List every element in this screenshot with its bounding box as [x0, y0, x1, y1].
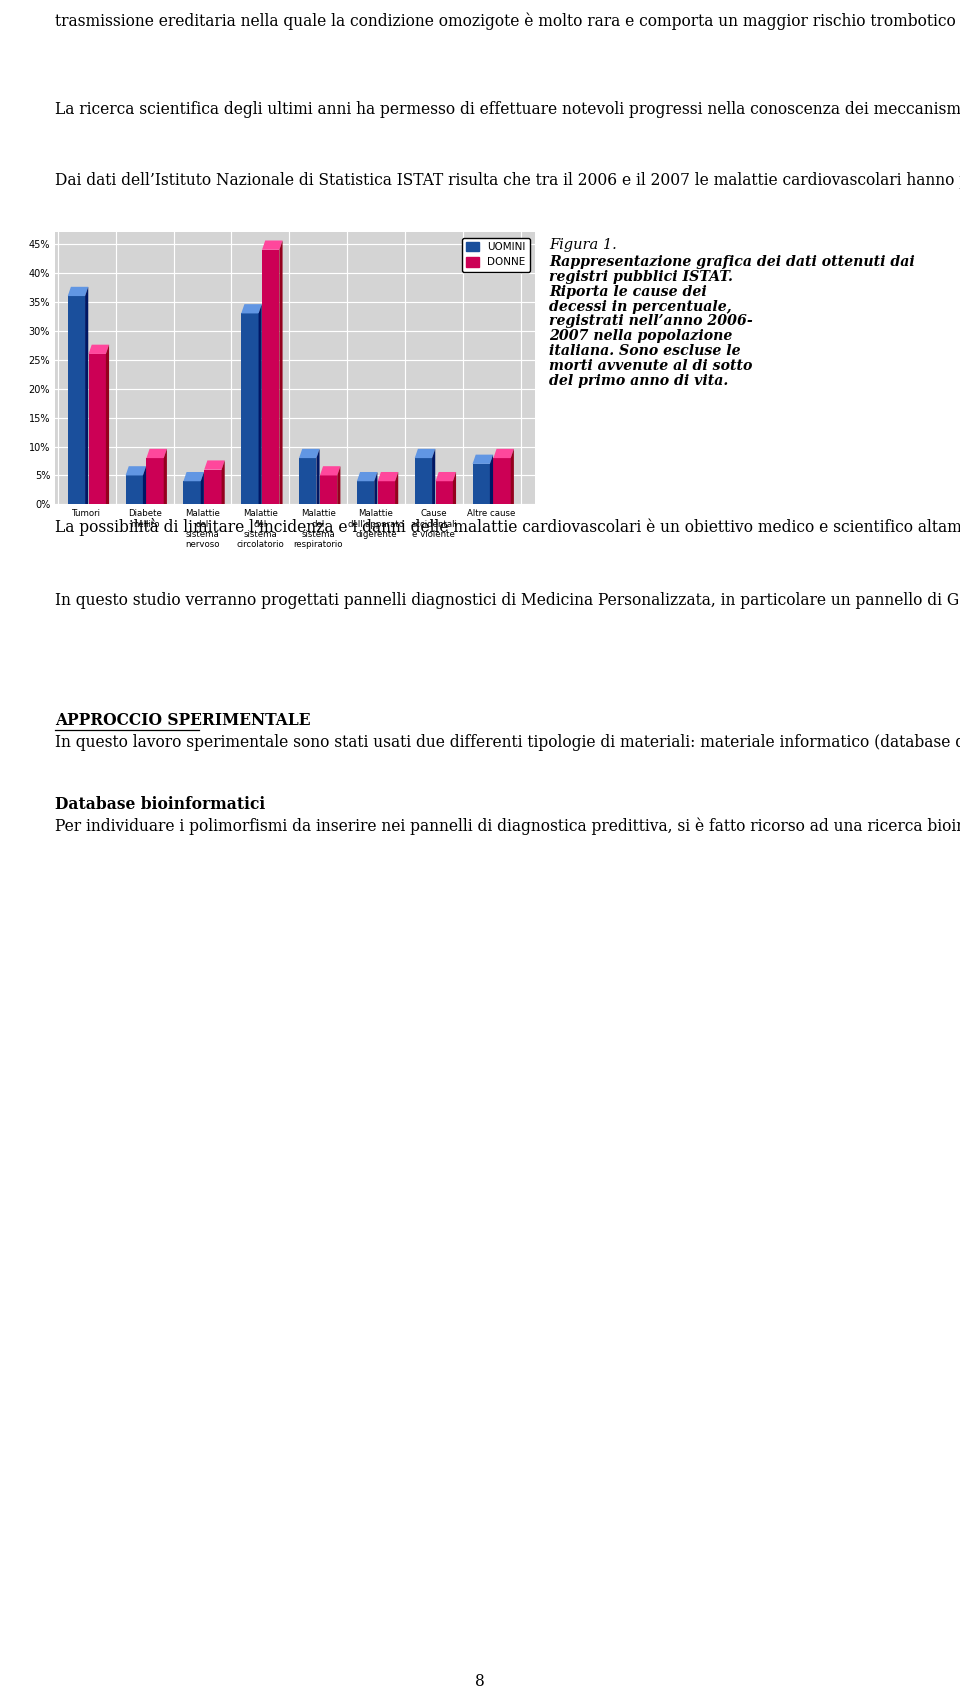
Polygon shape [300, 449, 320, 458]
Polygon shape [88, 346, 109, 354]
Text: registrati nell’anno 2006-: registrati nell’anno 2006- [549, 315, 753, 328]
Bar [320, 475, 337, 504]
Text: del primo anno di vita.: del primo anno di vita. [549, 374, 729, 388]
Polygon shape [85, 288, 88, 504]
Polygon shape [183, 471, 204, 482]
Polygon shape [317, 449, 320, 504]
Bar [126, 475, 143, 504]
Polygon shape [453, 471, 456, 504]
Polygon shape [511, 449, 514, 504]
Text: APPROCCIO SPERIMENTALE: APPROCCIO SPERIMENTALE [55, 713, 310, 730]
Polygon shape [357, 471, 377, 482]
Text: Riporta le cause dei: Riporta le cause dei [549, 284, 707, 300]
Polygon shape [126, 466, 146, 475]
Text: Figura 1.: Figura 1. [549, 238, 616, 252]
Polygon shape [490, 454, 493, 504]
Polygon shape [493, 449, 514, 458]
Polygon shape [106, 346, 109, 504]
Polygon shape [472, 454, 493, 465]
Bar [68, 296, 85, 504]
Text: Dai dati dell’Istituto Nazionale di Statistica ISTAT risulta che tra il 2006 e i: Dai dati dell’Istituto Nazionale di Stat… [55, 172, 960, 189]
Bar [146, 458, 164, 504]
Polygon shape [374, 471, 377, 504]
Text: Per individuare i polimorfismi da inserire nei pannelli di diagnostica predittiv: Per individuare i polimorfismi da inseri… [55, 817, 960, 836]
Polygon shape [320, 466, 341, 475]
Polygon shape [222, 461, 225, 504]
Bar [472, 465, 490, 504]
Polygon shape [143, 466, 146, 504]
Text: La ricerca scientifica degli ultimi anni ha permesso di effettuare notevoli prog: La ricerca scientifica degli ultimi anni… [55, 100, 960, 117]
Bar [88, 354, 106, 504]
Text: In questo lavoro sperimentale sono stati usati due differenti tipologie di mater: In questo lavoro sperimentale sono stati… [55, 734, 960, 751]
Text: italiana. Sono escluse le: italiana. Sono escluse le [549, 344, 740, 357]
Bar [377, 482, 396, 504]
Polygon shape [279, 240, 282, 504]
Bar [262, 250, 279, 504]
Polygon shape [337, 466, 341, 504]
Polygon shape [258, 305, 262, 504]
Text: La possibilità di limitare l’incidenza e i danni delle malattie cardiovascolari : La possibilità di limitare l’incidenza e… [55, 519, 960, 536]
Bar [204, 470, 222, 504]
Polygon shape [432, 449, 435, 504]
Polygon shape [415, 449, 435, 458]
Text: 2007 nella popolazione: 2007 nella popolazione [549, 328, 732, 344]
Text: trasmissione ereditaria nella quale la condizione omozigote è molto rara e compo: trasmissione ereditaria nella quale la c… [55, 12, 960, 31]
Text: registri pubblici ISTAT.: registri pubblici ISTAT. [549, 271, 732, 284]
Polygon shape [204, 461, 225, 470]
Polygon shape [164, 449, 167, 504]
Legend: UOMINI, DONNE: UOMINI, DONNE [463, 238, 530, 272]
Polygon shape [241, 305, 262, 313]
Text: In questo studio verranno progettati pannelli diagnostici di Medicina Personaliz: In questo studio verranno progettati pan… [55, 591, 960, 609]
Text: decessi in percentuale,: decessi in percentuale, [549, 300, 732, 313]
Text: 8: 8 [475, 1673, 485, 1690]
Bar [300, 458, 317, 504]
Bar [436, 482, 453, 504]
Polygon shape [146, 449, 167, 458]
Polygon shape [262, 240, 282, 250]
Polygon shape [68, 288, 88, 296]
Polygon shape [377, 471, 398, 482]
Polygon shape [436, 471, 456, 482]
Bar [241, 313, 258, 504]
Polygon shape [396, 471, 398, 504]
Polygon shape [201, 471, 204, 504]
Bar [415, 458, 432, 504]
Text: Rappresentazione grafica dei dati ottenuti dai: Rappresentazione grafica dei dati ottenu… [549, 255, 915, 269]
Text: morti avvenute al di sotto: morti avvenute al di sotto [549, 359, 753, 373]
Text: Database bioinformatici: Database bioinformatici [55, 797, 265, 814]
Bar [183, 482, 201, 504]
Bar [357, 482, 374, 504]
Bar [493, 458, 511, 504]
